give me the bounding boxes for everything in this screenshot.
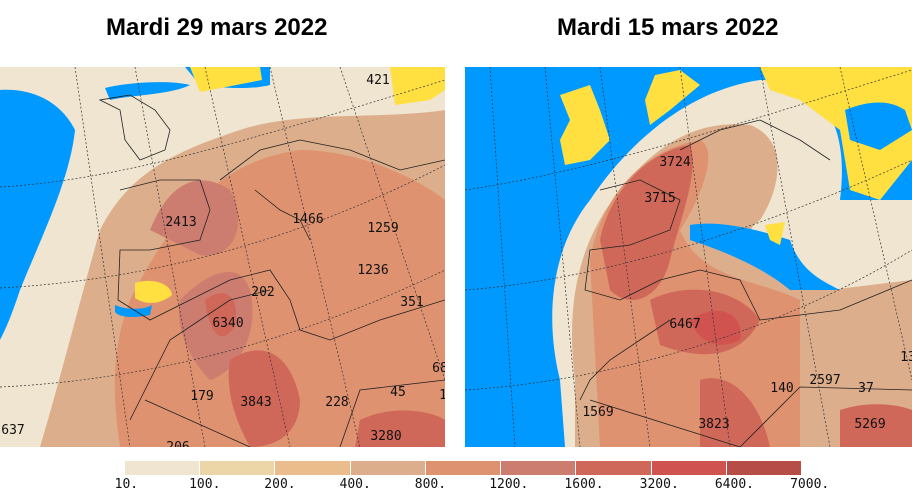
colorbar-swatch: [501, 461, 577, 475]
max-value-label: 3843: [240, 395, 271, 410]
max-value-label: 68: [432, 361, 445, 376]
map-15-mars: 3724 3715 6467 140 2597 37 1569 3823 5269 13: [465, 67, 912, 447]
max-value-label: 6340: [212, 316, 243, 331]
graticule: [0, 67, 445, 447]
colorbar-swatch: [275, 461, 351, 475]
max-value-label: 3715: [644, 191, 675, 206]
max-value-label: 1236: [357, 263, 388, 278]
max-value-label: 179: [190, 389, 213, 404]
colorbar-tick-label: 6400.: [714, 477, 754, 492]
map-panel-15-mars: 3724 3715 6467 140 2597 37 1569 3823 5269 13: [465, 67, 912, 447]
max-value-label: 5269: [854, 417, 885, 432]
colorbar-tick-label: 400.: [339, 477, 371, 492]
colorbar: [125, 461, 802, 475]
colorbar-swatch: [200, 461, 276, 475]
colorbar-swatch: [576, 461, 652, 475]
max-value-label: 140: [770, 381, 793, 396]
colorbar-tick-label: 100.: [189, 477, 221, 492]
max-value-label: 1466: [292, 212, 323, 227]
colorbar-swatch: [425, 461, 502, 475]
map-panel-29-mars: 421 2413 1466 1259 1236 202 351 6340 179 3843 228 4…: [0, 67, 445, 447]
colorbar-swatch: [726, 461, 802, 475]
max-value-label: 1259: [367, 221, 398, 236]
max-value-label: 351: [400, 295, 423, 310]
colorbar-tick-label: 800.: [414, 477, 447, 492]
max-value-label: 6467: [669, 317, 700, 332]
colorbar-tick-label: 1200.: [489, 477, 529, 492]
max-value-label: 45: [390, 385, 406, 400]
colorbar-tick-label: 200.: [264, 477, 296, 492]
map-29-mars: 421 2413 1466 1259 1236 202 351 6340 179 3843 228 4…: [0, 67, 445, 447]
max-value-label: 3823: [698, 417, 729, 432]
max-value-label: 3724: [659, 155, 690, 170]
max-value-label: 202: [251, 285, 274, 300]
max-value-label: 13: [900, 350, 912, 365]
max-value-label: 2413: [165, 215, 196, 230]
coastlines-borders: [98, 94, 445, 447]
max-value-label: 421: [366, 73, 389, 88]
graticule: [465, 67, 912, 447]
colorbar-tick-label: 3200.: [639, 477, 679, 492]
max-value-label: 37: [858, 381, 874, 396]
max-value-label: 637: [1, 423, 24, 438]
left-map-title: Mardi 29 mars 2022: [106, 14, 328, 41]
max-value-label: 2597: [809, 373, 840, 388]
colorbar-tick-label: 10.: [114, 477, 139, 492]
max-value-label: 206: [166, 440, 189, 447]
colorbar-tick-label: 1600.: [564, 477, 604, 492]
value-labels: 421 2413 1466 1259 1236 202 351 6340 179 3843 228 4…: [1, 73, 445, 447]
max-value-label: 3280: [370, 429, 401, 444]
max-value-label: 228: [325, 395, 348, 410]
max-value-label: 1569: [582, 405, 613, 420]
coastlines-borders: [579, 119, 912, 447]
value-labels: 3724 3715 6467 140 2597 37 1569 3823 5269 13: [582, 155, 912, 432]
colorbar-swatch: [651, 461, 727, 475]
max-value-label: 1: [439, 388, 445, 403]
colorbar-swatch: [350, 461, 426, 475]
colorbar-swatch: [125, 461, 201, 475]
right-map-title: Mardi 15 mars 2022: [557, 14, 779, 41]
colorbar-tick-label: 7000.: [790, 477, 830, 492]
